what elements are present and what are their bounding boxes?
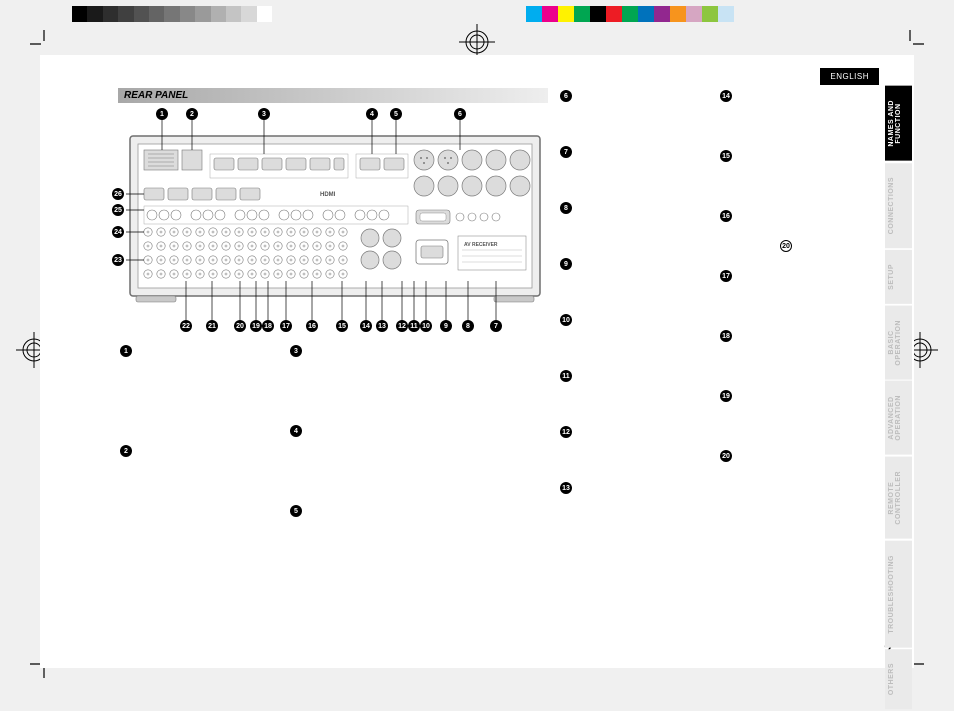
nav-tab[interactable]: BASICOPERATION xyxy=(885,306,912,380)
nav-tab[interactable]: CONNECTIONS xyxy=(885,163,912,248)
svg-text:HDMI: HDMI xyxy=(320,192,336,198)
callout-bubble: 1 xyxy=(156,108,168,120)
callout-bubble: 14 xyxy=(360,320,372,332)
callout-bubble: 13 xyxy=(376,320,388,332)
callout-bubble: 18 xyxy=(262,320,274,332)
process-colorbar xyxy=(526,6,734,22)
callout-bubble: 12 xyxy=(396,320,408,332)
callout-bubble: 2 xyxy=(186,108,198,120)
nav-tab[interactable]: REMOTECONTROLLER xyxy=(885,457,912,539)
callout-bubble: 20 xyxy=(720,450,732,462)
callout-bubble: 5 xyxy=(290,505,302,517)
nav-tab[interactable]: TROUBLESHOOTING xyxy=(885,541,912,648)
nav-tab[interactable]: OTHERS xyxy=(885,649,912,709)
callout-bubble: 5 xyxy=(390,108,402,120)
callout-bubble: 19 xyxy=(250,320,262,332)
callout-bubble: 16 xyxy=(306,320,318,332)
callout-bubble: 9 xyxy=(440,320,452,332)
callout-bubble: 1 xyxy=(120,345,132,357)
rear-panel-diagram: HDMI xyxy=(120,106,550,336)
callout-bubble: 15 xyxy=(720,150,732,162)
callout-bubble: 8 xyxy=(560,202,572,214)
callout-bubble: 4 xyxy=(366,108,378,120)
crop-mark-tr xyxy=(896,30,924,58)
callout-bubble: 17 xyxy=(280,320,292,332)
section-nav-tabs: NAMES ANDFUNCTIONCONNECTIONSSETUPBASICOP… xyxy=(885,86,912,711)
callout-bubble: 6 xyxy=(454,108,466,120)
callout-bubble: 15 xyxy=(336,320,348,332)
callout-bubble: 18 xyxy=(720,330,732,342)
callout-bubble: 2 xyxy=(120,445,132,457)
callout-bubble: 6 xyxy=(560,90,572,102)
callout-bubble: 13 xyxy=(560,482,572,494)
callout-bubble: 3 xyxy=(290,345,302,357)
callout-bubble: 22 xyxy=(180,320,192,332)
callout-bubble: 17 xyxy=(720,270,732,282)
crop-mark-tl xyxy=(30,30,58,58)
callout-bubble: 14 xyxy=(720,90,732,102)
language-tab: ENGLISH xyxy=(820,68,879,85)
nav-tab[interactable]: ADVANCEDOPERATION xyxy=(885,381,912,455)
callout-bubble: 3 xyxy=(258,108,270,120)
callout-bubble: 10 xyxy=(560,314,572,326)
callout-bubble: 25 xyxy=(112,204,124,216)
callout-bubble: 20 xyxy=(780,240,792,252)
callout-bubble: 7 xyxy=(560,146,572,158)
callout-bubble: 8 xyxy=(462,320,474,332)
callout-bubble: 21 xyxy=(206,320,218,332)
callout-bubble: 19 xyxy=(720,390,732,402)
svg-text:AV RECEIVER: AV RECEIVER xyxy=(464,242,498,248)
callout-bubble: 16 xyxy=(720,210,732,222)
callout-bubble: 9 xyxy=(560,258,572,270)
section-header: REAR PANEL xyxy=(118,88,548,103)
grayscale-colorbar xyxy=(72,6,272,22)
callout-bubble: 23 xyxy=(112,254,124,266)
nav-tab[interactable]: NAMES ANDFUNCTION xyxy=(885,86,912,161)
callout-bubble: 11 xyxy=(408,320,420,332)
callout-bubble: 7 xyxy=(490,320,502,332)
nav-tab[interactable]: SETUP xyxy=(885,250,912,304)
callout-bubble: 4 xyxy=(290,425,302,437)
callout-bubble: 10 xyxy=(420,320,432,332)
callout-bubble: 12 xyxy=(560,426,572,438)
callout-bubble: 24 xyxy=(112,226,124,238)
callout-bubble: 11 xyxy=(560,370,572,382)
callout-bubble: 20 xyxy=(234,320,246,332)
callout-bubble: 26 xyxy=(112,188,124,200)
